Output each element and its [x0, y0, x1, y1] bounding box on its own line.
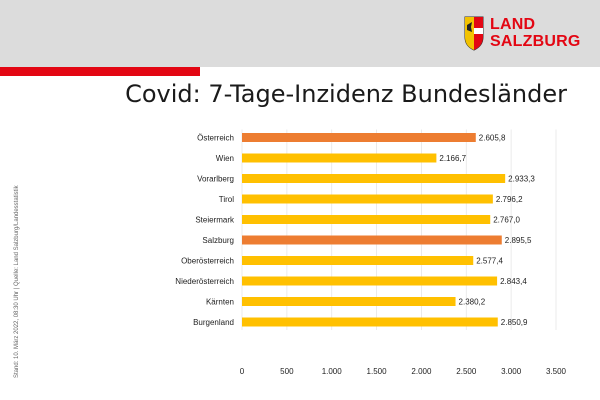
x-tick-label: 1.000 — [322, 367, 343, 376]
x-tick-label: 2.500 — [456, 367, 477, 376]
category-label: Niederösterreich — [175, 277, 234, 286]
category-label: Österreich — [197, 134, 234, 143]
bar — [242, 153, 437, 163]
chart-title: Covid: 7-Tage-Inzidenz Bundesländer — [125, 80, 567, 108]
x-tick-label: 500 — [280, 367, 294, 376]
brand-logo[interactable]: LAND SALZBURG — [464, 14, 580, 54]
category-label: Vorarlberg — [197, 175, 234, 184]
bar — [242, 276, 498, 286]
data-label: 2.380,2 — [459, 298, 486, 307]
bar — [242, 133, 476, 142]
data-label: 2.843,4 — [500, 277, 527, 286]
accent-stripe — [0, 67, 200, 76]
x-tick-label: 2.000 — [411, 367, 432, 376]
category-label: Burgenland — [193, 318, 234, 327]
category-label: Kärnten — [206, 298, 234, 307]
data-label: 2.166,7 — [439, 154, 466, 163]
category-label: Salzburg — [202, 236, 234, 245]
x-tick-label: 3.500 — [546, 367, 567, 376]
data-label: 2.767,0 — [493, 216, 520, 225]
data-label: 2.796,2 — [496, 195, 523, 204]
category-label: Steiermark — [195, 216, 235, 225]
bar — [242, 215, 491, 224]
data-label: 2.933,3 — [508, 175, 535, 184]
x-tick-label: 1.500 — [367, 367, 388, 376]
brand-line1: LAND — [490, 16, 536, 33]
category-label: Wien — [216, 154, 234, 163]
brand-line2: SALZBURG — [490, 33, 581, 50]
data-label: 2.605,8 — [479, 134, 506, 143]
category-label: Oberösterreich — [181, 257, 234, 266]
brand-wordmark: LAND SALZBURG — [490, 16, 580, 50]
bar — [242, 297, 456, 306]
category-label: Tirol — [219, 195, 234, 204]
data-label: 2.850,9 — [501, 318, 528, 327]
data-label: 2.577,4 — [476, 257, 503, 266]
data-label: 2.895,5 — [505, 236, 532, 245]
salzburg-coat-of-arms-icon — [464, 16, 484, 51]
bar — [242, 256, 474, 265]
x-tick-label: 0 — [240, 367, 245, 376]
bar — [242, 194, 493, 204]
bar — [242, 174, 506, 183]
header-band — [0, 0, 600, 67]
bar — [242, 235, 502, 245]
x-tick-label: 3.000 — [501, 367, 522, 376]
bar — [242, 317, 498, 327]
